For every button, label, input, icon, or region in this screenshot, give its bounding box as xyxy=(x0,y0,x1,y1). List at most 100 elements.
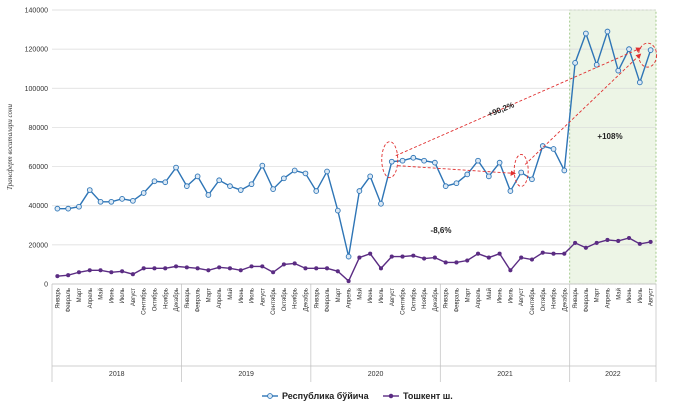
data-point xyxy=(66,273,71,278)
data-point xyxy=(335,269,340,274)
data-point xyxy=(572,59,578,66)
y-axis-ticks: 0 20000 40000 60000 80000 100000 120000 140000 xyxy=(25,8,48,289)
year-label: 2019 xyxy=(238,371,254,378)
data-point xyxy=(389,254,394,259)
x-tick-label: Октябрь xyxy=(541,288,547,311)
y-tick-label: 0 xyxy=(44,282,48,289)
year-label: 2020 xyxy=(368,371,384,378)
annotation-arrow xyxy=(395,47,642,157)
gridlines xyxy=(52,9,656,285)
data-point xyxy=(357,255,362,260)
data-point xyxy=(292,261,297,266)
data-point xyxy=(238,268,243,273)
data-point xyxy=(443,260,448,265)
x-tick-label: Сентябрь xyxy=(530,288,536,315)
data-point xyxy=(616,238,621,243)
x-tick-label: Август xyxy=(390,288,396,306)
annotation-label: +90,2% xyxy=(487,100,516,119)
data-point xyxy=(636,79,643,86)
x-tick-label: Сентябрь xyxy=(401,288,407,315)
data-point xyxy=(486,255,491,260)
data-point xyxy=(119,196,125,202)
data-point xyxy=(400,254,405,259)
data-point xyxy=(345,253,352,260)
highlight-ellipse xyxy=(381,141,399,179)
x-tick-label: Ноябрь xyxy=(293,288,299,309)
x-tick-label: Декабрь xyxy=(303,288,309,311)
x-tick-label: Июль xyxy=(379,288,385,303)
x-tick-label: Август xyxy=(131,288,137,306)
legend-marker xyxy=(267,393,273,399)
data-point xyxy=(421,157,427,164)
data-point xyxy=(140,190,147,196)
data-point xyxy=(259,162,266,169)
data-point xyxy=(195,266,200,271)
x-tick-label: Май xyxy=(227,288,234,300)
data-point xyxy=(163,266,168,271)
x-tick-label: Декабрь xyxy=(174,288,180,311)
data-point xyxy=(561,167,568,174)
data-point xyxy=(334,207,341,214)
data-point xyxy=(130,272,135,277)
x-tick-label: Апрель xyxy=(476,288,482,308)
x-tick-label: Май xyxy=(486,288,493,300)
data-point xyxy=(410,154,417,161)
data-point xyxy=(109,270,114,275)
data-point xyxy=(519,255,524,260)
data-point xyxy=(508,268,513,273)
data-point xyxy=(388,158,395,165)
data-point xyxy=(324,266,330,271)
data-point xyxy=(464,171,471,178)
legend-label: Тошкент ш. xyxy=(403,391,453,401)
x-tick-label: Сентябрь xyxy=(271,288,277,315)
data-point xyxy=(206,268,211,273)
data-point xyxy=(496,159,503,166)
data-point xyxy=(120,269,125,274)
series-line xyxy=(57,237,651,283)
x-tick-label: Май xyxy=(615,288,622,300)
data-point xyxy=(346,279,351,284)
data-point xyxy=(604,28,611,35)
data-point xyxy=(270,186,276,192)
x-tick-label: Январь xyxy=(55,288,61,309)
data-point xyxy=(378,266,384,271)
x-tick-label: Февраль xyxy=(584,288,590,312)
data-point xyxy=(422,256,427,261)
x-tick-label: Ноябрь xyxy=(552,288,558,309)
data-point xyxy=(453,180,460,187)
data-point xyxy=(65,205,72,212)
x-tick-label: Июнь xyxy=(239,288,245,303)
x-tick-label: Июнь xyxy=(498,288,504,303)
x-axis: Январь Февраль Март Апрель Май Июнь Июль Август… xyxy=(51,283,657,382)
data-point xyxy=(648,239,653,244)
x-tick-label: Апрель xyxy=(605,288,611,308)
legend-label: Республика бўйича xyxy=(282,391,370,401)
x-tick-label: Август xyxy=(519,288,525,306)
data-point xyxy=(281,175,287,182)
x-tick-label: Ноябрь xyxy=(163,288,169,309)
x-tick-label: Февраль xyxy=(196,288,202,312)
data-point xyxy=(217,265,222,270)
annotation-label: +108% xyxy=(597,132,622,141)
x-tick-label: Февраль xyxy=(454,288,460,312)
data-point xyxy=(647,47,654,53)
x-tick-label: Июль xyxy=(120,288,126,303)
data-point xyxy=(130,197,136,204)
data-point xyxy=(173,164,179,171)
x-tick-label: Март xyxy=(77,288,83,303)
data-point xyxy=(271,270,276,275)
x-tick-label: Октябрь xyxy=(282,288,288,311)
data-point xyxy=(205,192,212,198)
x-tick-label: Июль xyxy=(638,288,644,303)
data-point xyxy=(529,257,535,262)
x-tick-label: Март xyxy=(206,288,212,303)
data-point xyxy=(152,266,157,271)
x-tick-label: Апрель xyxy=(347,288,353,308)
data-point xyxy=(227,183,233,189)
data-point xyxy=(303,266,308,271)
data-point xyxy=(87,268,92,273)
x-tick-label: Август xyxy=(649,288,655,306)
y-axis-label: Трансферт воситалари сони xyxy=(6,104,14,190)
x-tick-label: Июнь xyxy=(109,288,115,303)
